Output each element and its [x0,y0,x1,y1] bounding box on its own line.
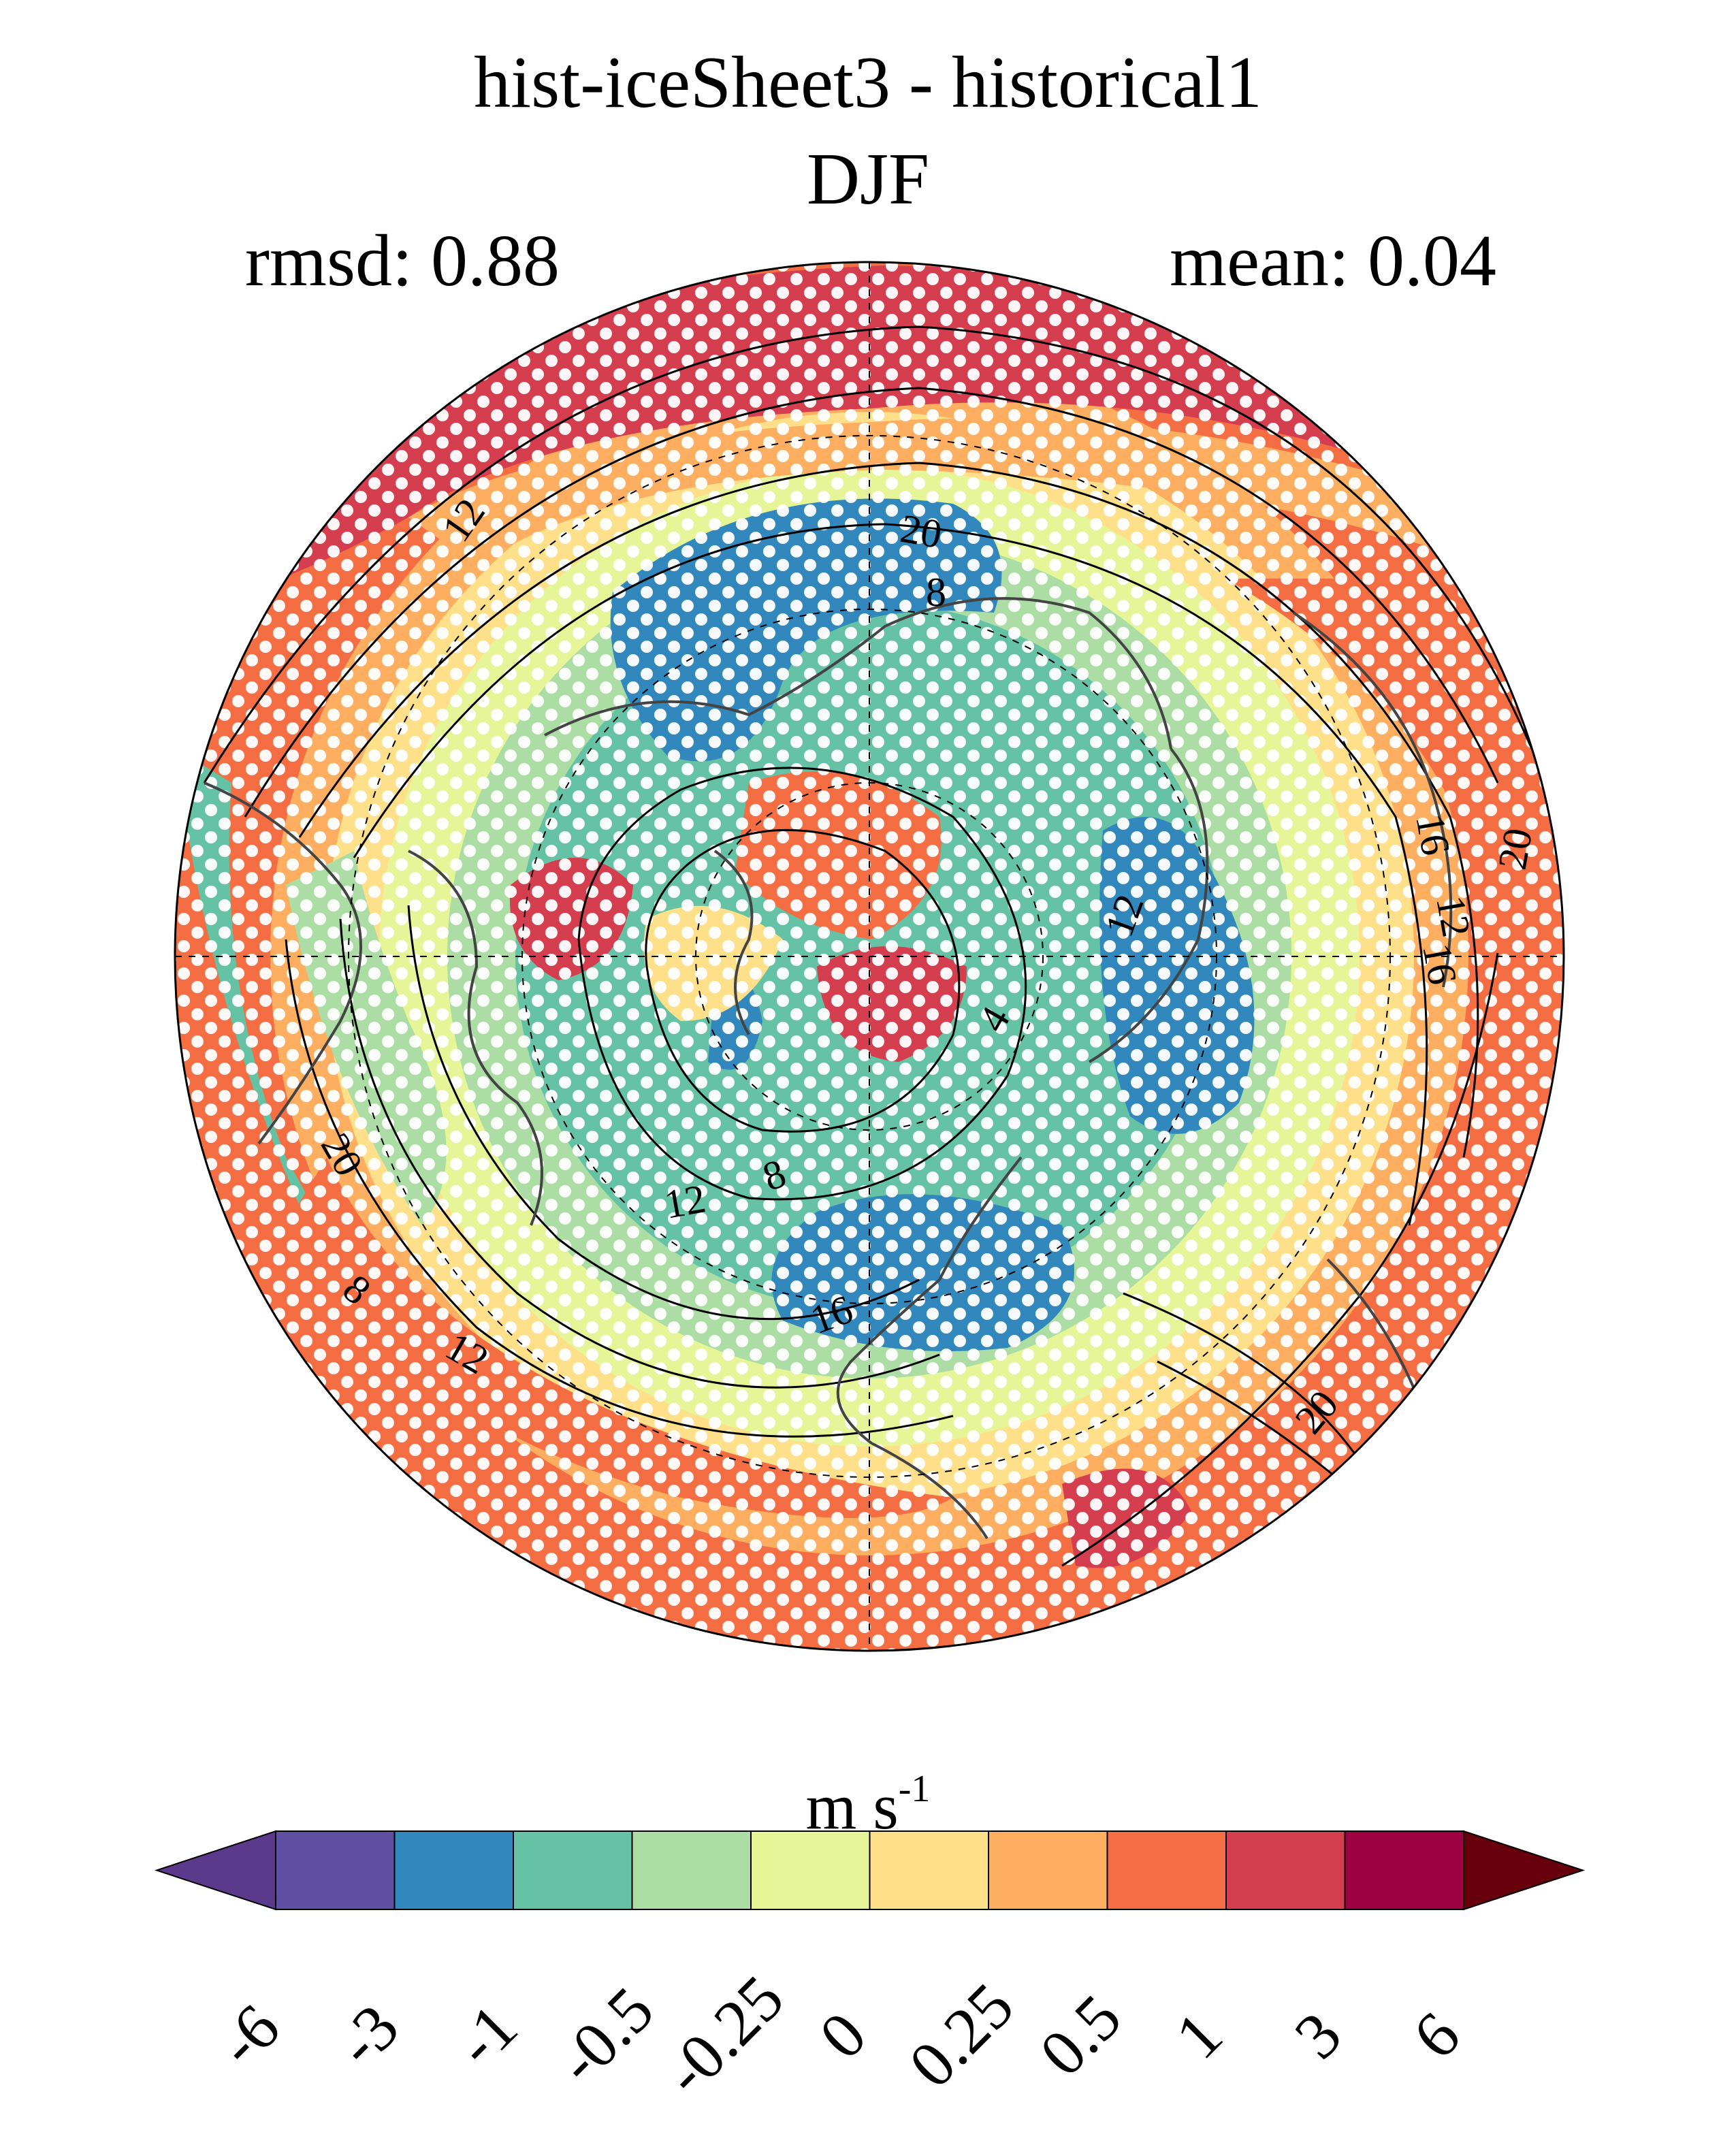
colorbar-unit: m s-1 [805,1768,931,1843]
season-label: DJF [806,139,930,220]
contour-label: 8 [926,570,946,615]
colorbar-swatch [631,1830,752,1910]
map-title: hist-iceSheet3 - historical1 [474,42,1262,123]
colorbar-swatch [393,1830,514,1910]
mean-label: mean: 0.04 [1170,221,1496,302]
colorbar-swatch [869,1830,989,1910]
map-field [175,262,1564,1651]
contour-label: 20 [1490,825,1541,873]
graticule [175,262,1564,1651]
rmsd-label: rmsd: 0.88 [245,221,560,302]
colorbar-swatch [750,1830,871,1910]
contour-label: 12 [661,1176,709,1227]
contour-label: 12 [1428,892,1479,941]
colorbar-swatch [988,1830,1108,1910]
contour-lines [203,325,1533,1567]
colorbar-swatch [1344,1830,1464,1910]
colorbar-swatch [275,1830,396,1910]
colorbar-swatch [1225,1830,1346,1910]
map-boundary [174,261,1565,1652]
contour-label: 16 [1414,940,1465,988]
coastlines [204,597,1453,1540]
colorbar-swatch [513,1830,633,1910]
contour-label: 20 [897,506,946,557]
colorbar-extend-low [154,1830,276,1911]
colorbar [154,1830,1586,1911]
colorbar-swatch [1106,1830,1227,1910]
colorbar-extend-high [1463,1830,1586,1911]
contour-label: 16 [1407,811,1458,859]
